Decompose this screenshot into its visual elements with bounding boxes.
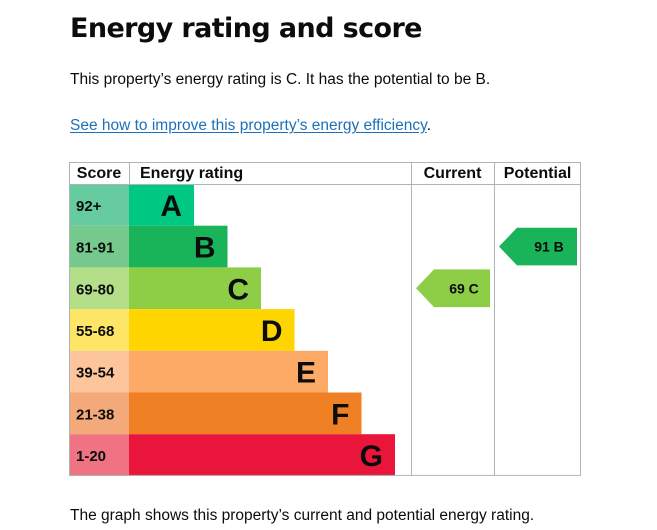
page-title: Energy rating and score — [70, 13, 422, 44]
rating-bar-g — [129, 434, 395, 476]
rating-bar-b — [129, 225, 228, 268]
rating-letter-d: D — [261, 315, 283, 348]
rating-bar-e — [129, 350, 328, 393]
score-label-f: 21-38 — [76, 406, 114, 423]
rating-letter-c: C — [227, 273, 249, 306]
rating-bar-c — [129, 267, 261, 310]
potential-rating-arrow — [499, 227, 577, 266]
chart-caption: The graph shows this property’s current … — [70, 507, 535, 524]
rating-letter-a: A — [160, 190, 182, 223]
score-label-a: 92+ — [76, 198, 102, 215]
rating-bar-a — [129, 184, 194, 226]
column-header-potential: Potential — [504, 165, 572, 182]
rating-summary: This property’s energy rating is C. It h… — [70, 71, 491, 88]
column-header-current: Current — [424, 165, 482, 182]
current-rating-label: 69 C — [449, 280, 479, 296]
rating-letter-g: G — [360, 440, 383, 473]
column-header-energy-rating: Energy rating — [140, 165, 243, 182]
score-label-b: 81-91 — [76, 240, 114, 257]
score-label-c: 69-80 — [76, 281, 114, 298]
score-cell-d — [69, 309, 129, 351]
score-label-d: 55-68 — [76, 323, 114, 340]
score-cell-c — [69, 267, 129, 310]
rating-letter-b: B — [194, 232, 216, 265]
potential-rating-label: 91 B — [534, 239, 564, 255]
score-cell-e — [69, 350, 129, 393]
score-label-e: 39-54 — [76, 365, 115, 382]
score-cell-f — [69, 392, 129, 435]
improve-efficiency-link[interactable]: See how to improve this property’s energ… — [70, 117, 427, 134]
column-header-score: Score — [77, 165, 122, 182]
improve-paragraph: See how to improve this property’s energ… — [70, 115, 431, 137]
score-label-g: 1-20 — [76, 448, 106, 465]
current-rating-arrow — [416, 269, 490, 308]
rating-bar-d — [129, 309, 295, 351]
score-cell-a — [69, 184, 129, 226]
score-cell-b — [69, 225, 129, 268]
rating-letter-f: F — [331, 398, 349, 431]
chart-border — [69, 162, 581, 476]
rating-bar-f — [129, 392, 362, 435]
rating-letter-e: E — [296, 357, 316, 390]
score-cell-g — [69, 434, 129, 476]
improve-link-period: . — [426, 117, 431, 134]
